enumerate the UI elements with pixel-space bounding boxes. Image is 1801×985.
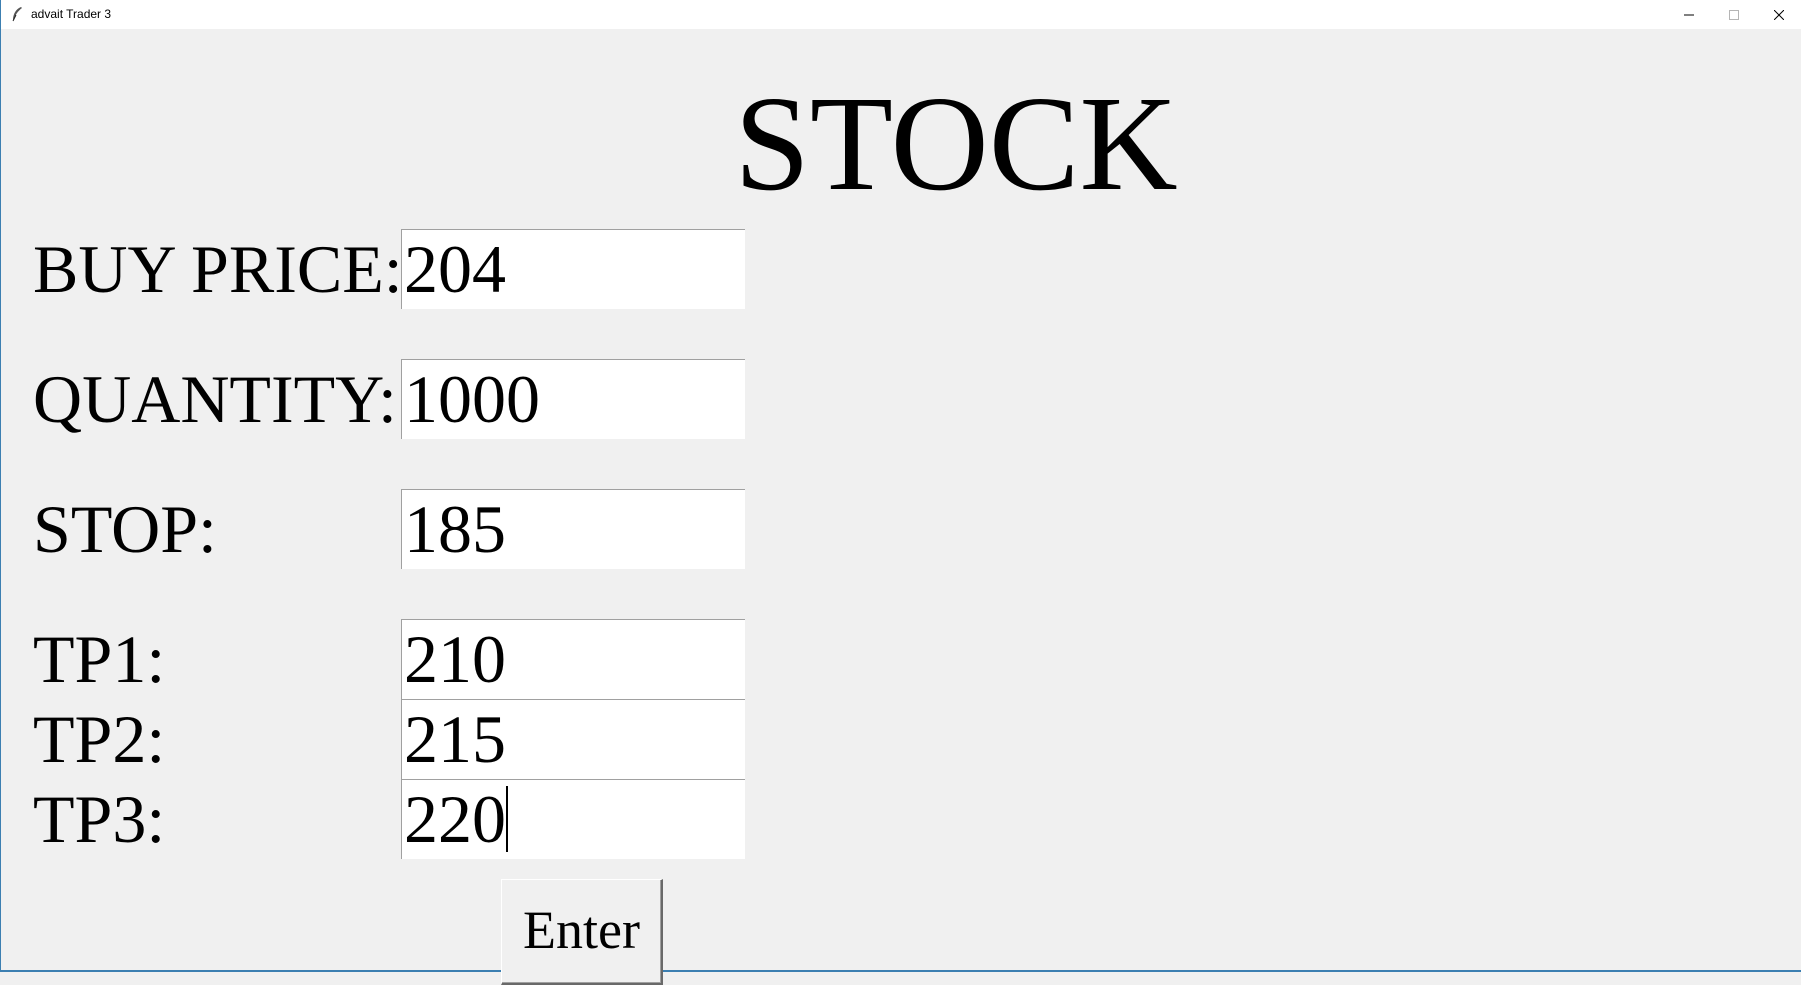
tp3-value: 220 xyxy=(404,781,506,857)
tp3-label: TP3: xyxy=(33,781,166,857)
stop-input[interactable]: 185 xyxy=(401,489,745,569)
feather-icon xyxy=(10,6,24,22)
title-bar[interactable]: advait Trader 3 xyxy=(1,0,1801,29)
minimize-button[interactable] xyxy=(1666,0,1711,29)
close-button[interactable] xyxy=(1756,0,1801,29)
buy-price-label: BUY PRICE: xyxy=(33,231,403,307)
maximize-icon xyxy=(1728,9,1739,20)
tp1-input[interactable]: 210 xyxy=(401,619,745,699)
minimize-icon xyxy=(1683,10,1694,20)
stop-label: STOP: xyxy=(33,491,217,567)
enter-button[interactable]: Enter xyxy=(501,879,663,985)
maximize-button[interactable] xyxy=(1711,0,1756,29)
form-area: STOCK BUY PRICE: 204 QUANTITY: 1000 STOP… xyxy=(1,29,1801,985)
tp1-label: TP1: xyxy=(33,621,166,697)
page-title: STOCK xyxy=(734,69,1178,219)
tp3-input[interactable]: 220 xyxy=(401,779,745,859)
buy-price-input[interactable]: 204 xyxy=(401,229,745,309)
quantity-label: QUANTITY: xyxy=(33,361,397,437)
close-icon xyxy=(1773,9,1784,20)
text-caret xyxy=(506,786,508,852)
window-title: advait Trader 3 xyxy=(31,7,112,21)
tp2-label: TP2: xyxy=(33,701,166,777)
tp2-input[interactable]: 215 xyxy=(401,699,745,779)
quantity-input[interactable]: 1000 xyxy=(401,359,745,439)
